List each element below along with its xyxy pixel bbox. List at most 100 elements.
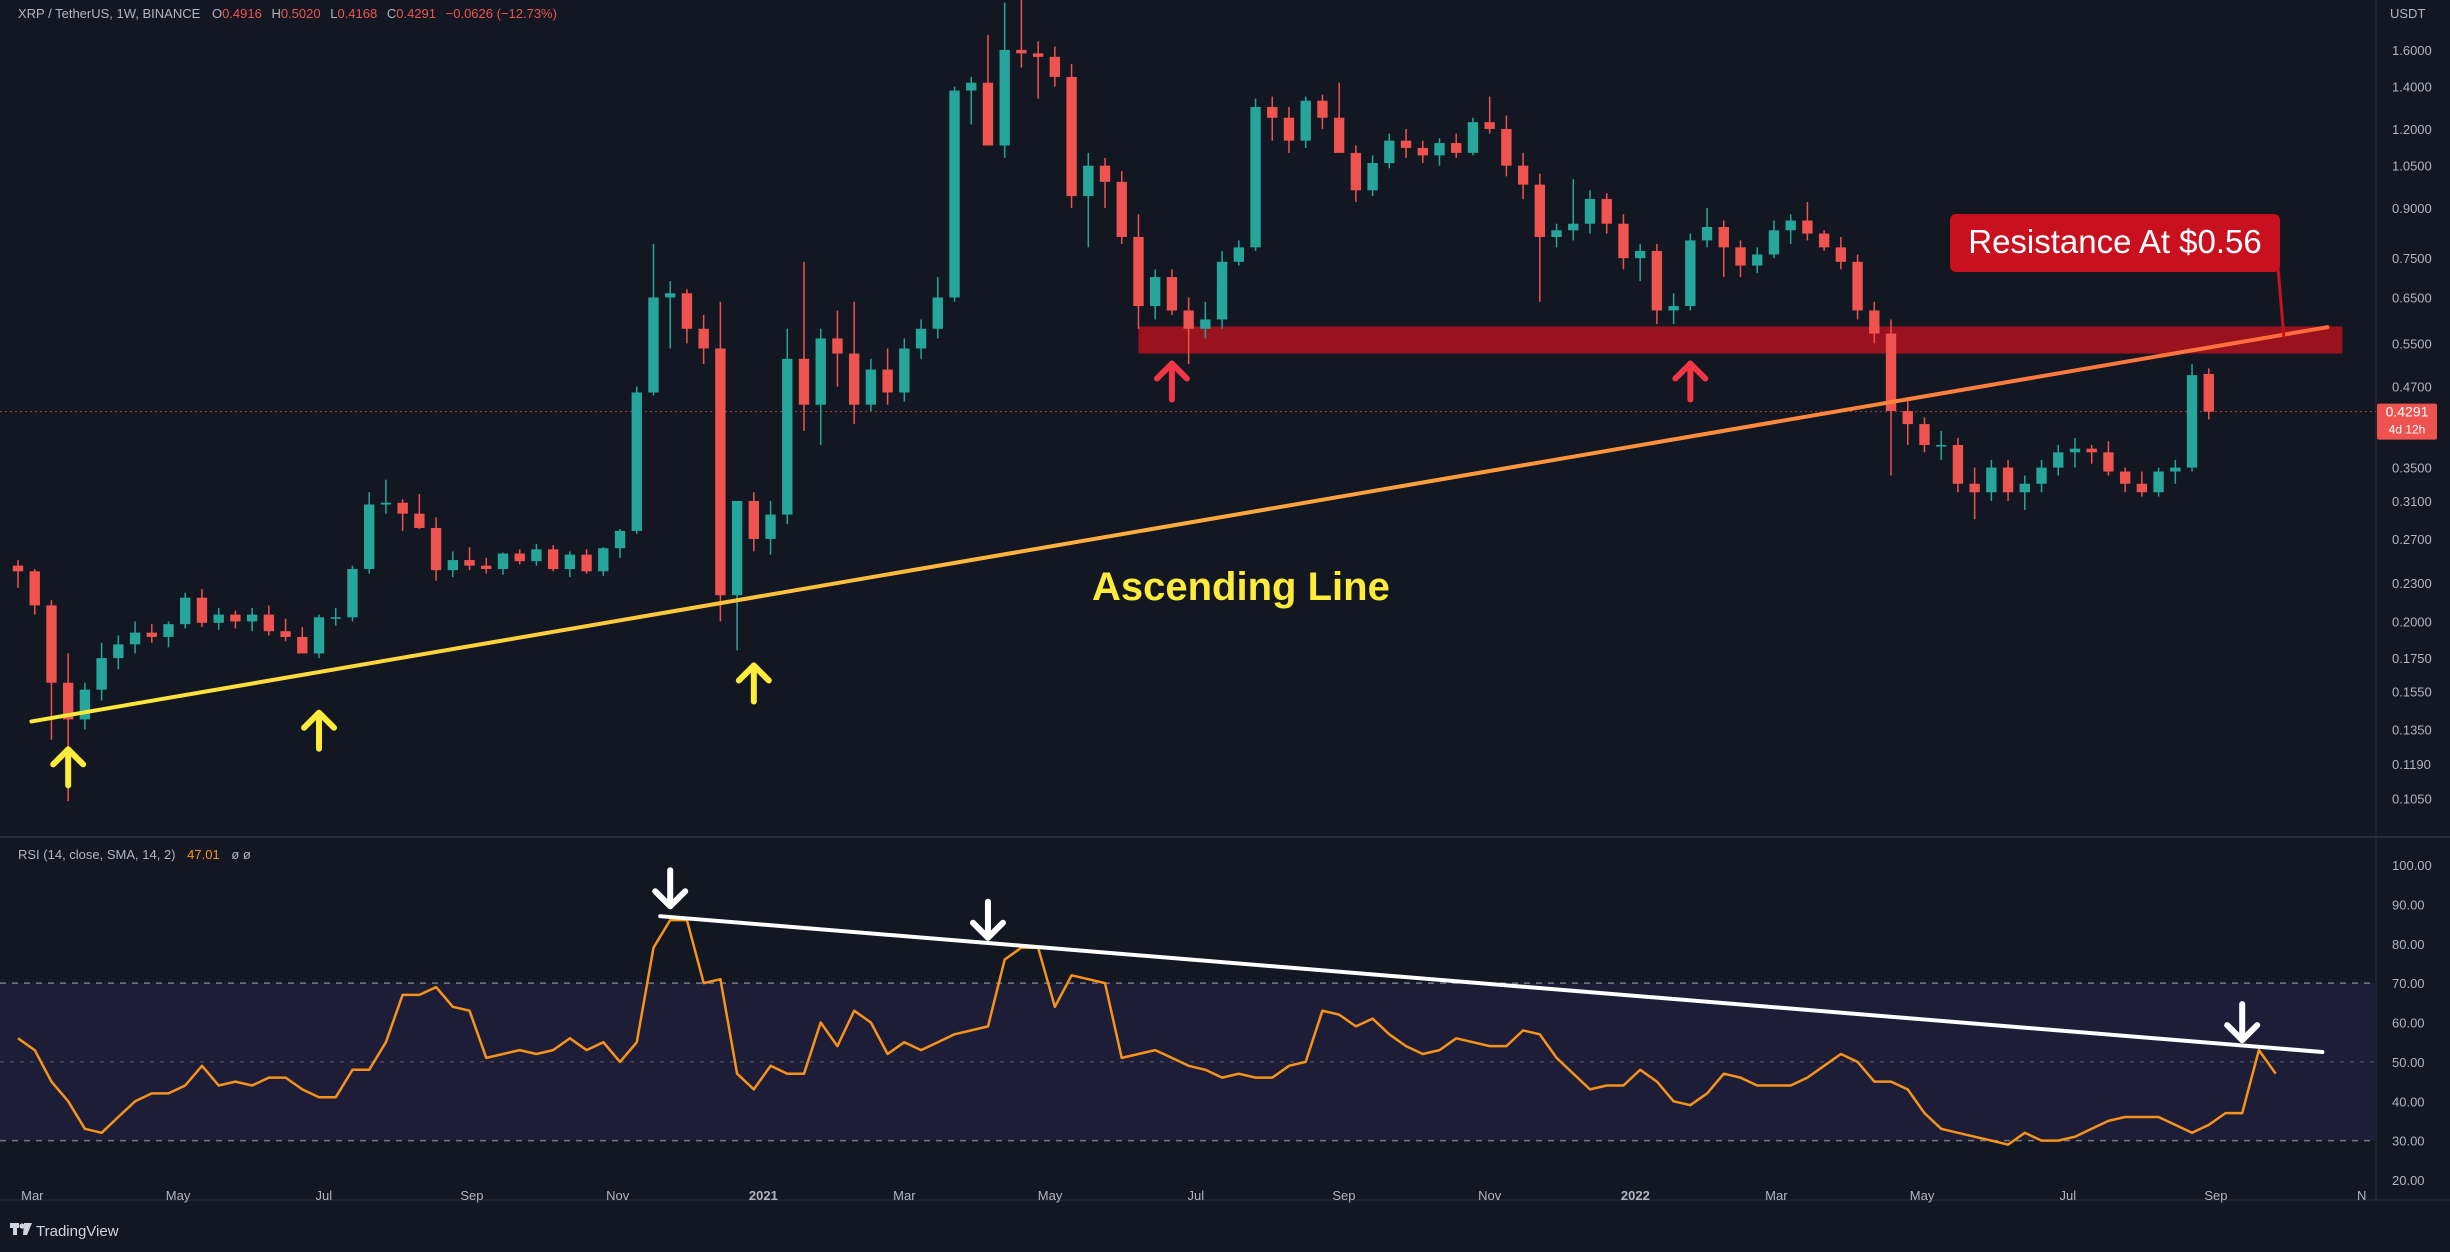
rsi-legend-value: 47.01 [187,847,220,862]
price-tick-label: 1.2000 [2392,122,2432,137]
ascending-trendline[interactable] [29,325,2330,724]
rsi-axis[interactable]: 100.00 90.00 80.00 70.00 60.00 50.00 40.00 30.0… [2392,858,2432,1188]
tradingview-branding[interactable]: TradingView [10,1223,119,1240]
rsi-legend-extra: ø ø [231,847,251,862]
candle [1233,240,1244,266]
candle-body [414,513,425,528]
resistance-zone[interactable] [1138,326,2343,354]
candle [1032,41,1044,99]
candle-body [2086,448,2097,453]
candle-body [547,549,559,570]
candle [1885,319,1897,476]
time-tick-label: Jul [1187,1188,1204,1203]
price-tick-label: 0.1190 [2392,757,2431,772]
candle-body [1083,165,1094,197]
candle-body [180,597,191,625]
candle [598,547,609,576]
ascending-line-label: Ascending Line [1092,565,1390,609]
rsi-tick-label: 90.00 [2392,897,2425,912]
candle-body [96,658,107,690]
candle [1818,230,1830,251]
candle-body [146,632,157,637]
candle-body [1484,122,1495,129]
time-axis[interactable]: Mar May Jul Sep Nov 2021 Mar May Jul Sep Nov 2022 Ma… [21,1188,2366,1203]
candle [1902,398,1913,445]
candle-body [1869,310,1880,334]
close-label: C [387,6,396,21]
price-tick-label: 0.1050 [2392,791,2432,806]
candle [1634,243,1646,282]
candle [180,592,191,629]
candle-body [1099,165,1111,182]
candle [1434,138,1445,166]
candle-body [1400,140,1412,148]
candle-body [1701,226,1713,241]
candle [899,338,910,402]
candle [782,328,793,525]
arrow-down-icon [969,898,1006,941]
candle-body [1802,220,1813,234]
price-tick-label: 0.4700 [2392,380,2432,395]
candle-body [1417,147,1428,156]
candle [196,589,208,627]
candle-body [129,632,141,645]
candle-body [1300,100,1311,141]
low-value: 0.4168 [337,6,377,21]
arrow-down-icon [652,867,689,910]
candle [129,621,141,654]
candle-body [1952,444,1964,484]
candle [1986,459,1997,501]
time-tick-label: 2022 [1621,1188,1650,1203]
candle [1551,223,1562,248]
candle-body [1852,261,1863,311]
price-tick-label: 0.1350 [2392,722,2432,737]
candle-body [1350,152,1362,191]
candle-body [1116,181,1127,237]
candle [1283,106,1295,153]
candle [397,499,408,531]
candle [1936,430,1947,460]
candle [1718,220,1729,278]
time-tick-label: May [166,1188,191,1203]
candle-body [966,82,977,91]
candle [865,358,877,412]
candle [631,386,642,534]
candle-body [62,682,74,720]
candle [79,682,91,730]
candle [1049,46,1061,87]
candle [1969,467,1980,520]
rsi-divergence-trendline[interactable] [658,914,2325,1055]
candle-body [1969,483,1980,493]
candle [2086,444,2097,464]
candle-body [581,554,592,572]
resistance-callout[interactable]: Resistance At $0.56 [1950,214,2286,339]
candle [1735,240,1746,278]
candle [715,301,726,622]
candle-body [648,297,659,393]
candle-body [246,614,258,622]
candle-body [397,502,408,514]
candle-body [79,689,91,720]
rsi-band-fill [0,983,2376,1141]
candle-body [1534,184,1546,237]
price-axis[interactable]: 1.6000 1.4000 1.2000 1.0500 0.9000 0.7500 0.65… [2392,43,2432,807]
candle [966,76,977,125]
candle-body [564,554,576,570]
candle [12,560,24,588]
candle [765,500,776,555]
candle [698,314,709,365]
price-tick-label: 0.1550 [2392,684,2432,699]
candle-body [748,500,760,539]
candle [932,277,943,339]
candle-body [782,358,793,515]
arrow-up-icon [735,662,772,705]
candle [364,492,375,574]
annotation-arrows [50,360,2261,1044]
candle [614,528,626,558]
candle-body [1835,247,1847,262]
candle-body [2053,452,2064,468]
price-tick-label: 0.1750 [2392,651,2432,666]
price-tick-label: 0.3100 [2392,494,2432,509]
candle-body [1752,254,1763,266]
